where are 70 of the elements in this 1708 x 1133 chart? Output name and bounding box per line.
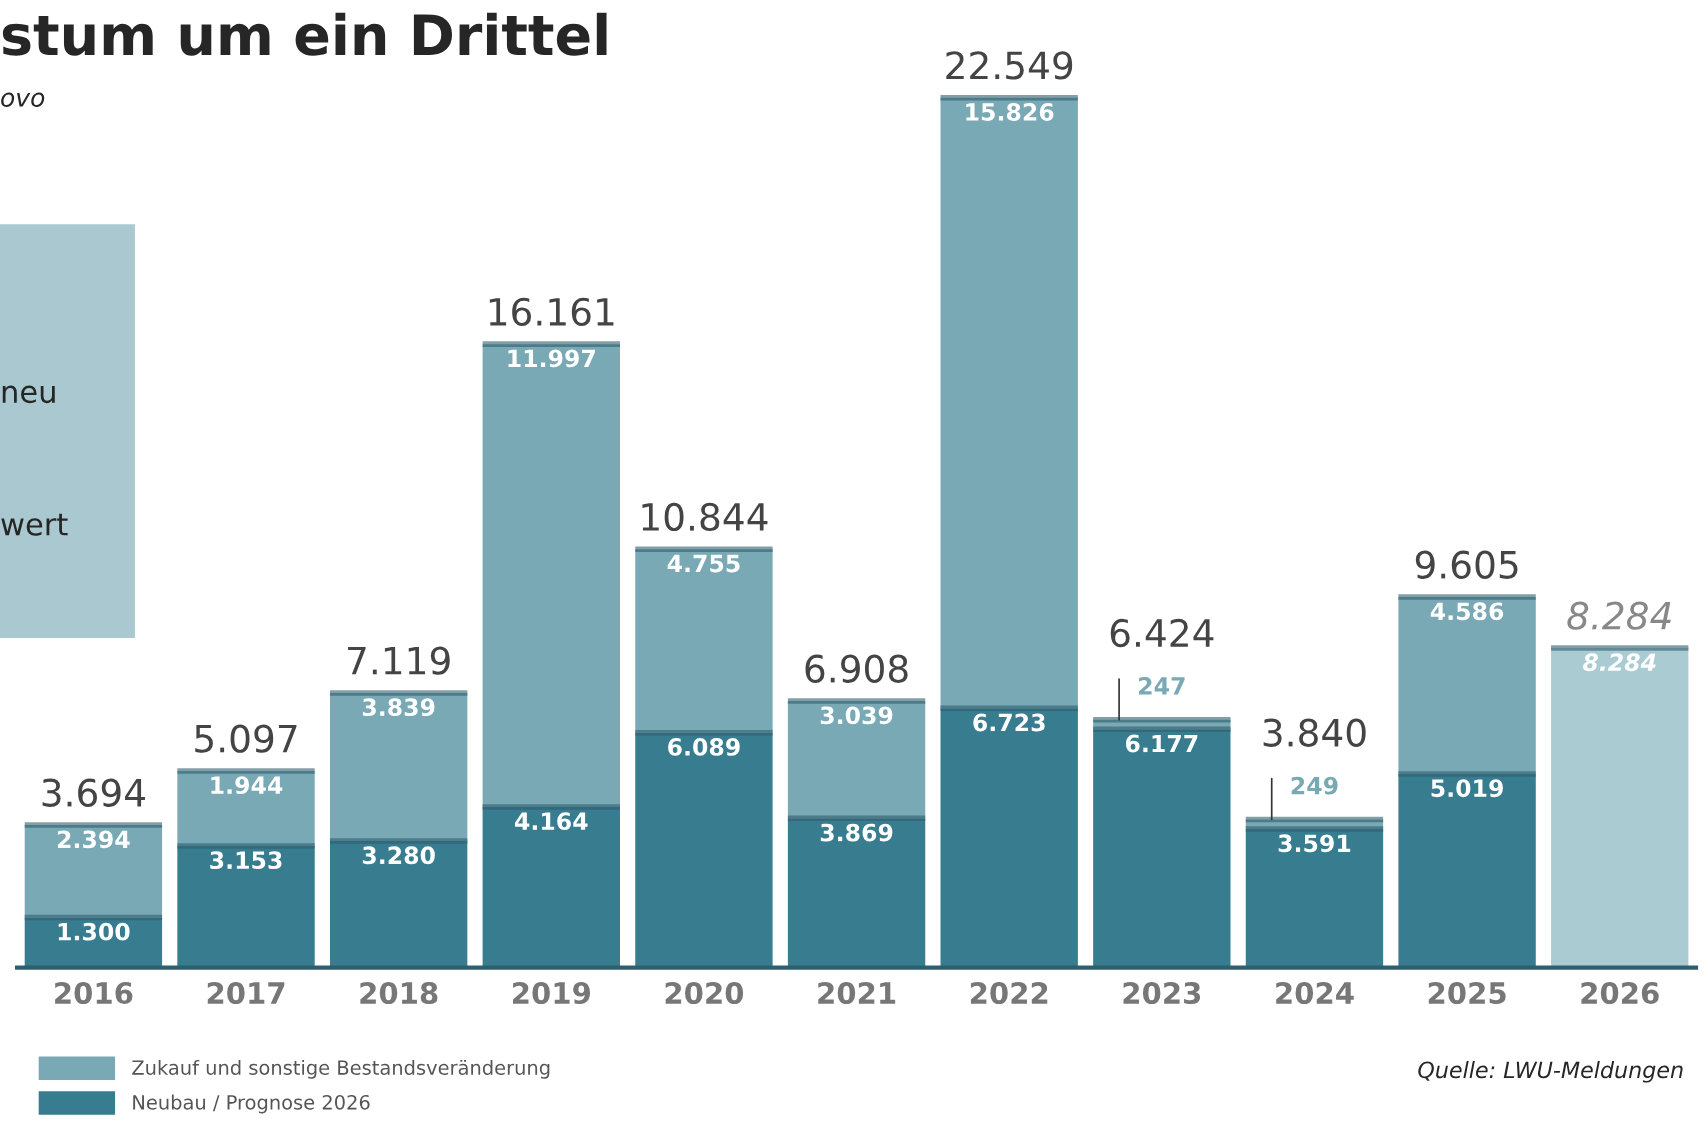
data-label: 8.284 bbox=[1582, 653, 1656, 672]
x-tick-label: 2024 bbox=[1276, 981, 1354, 1005]
bar bbox=[787, 818, 926, 968]
total-label: 8.284 bbox=[1567, 601, 1671, 630]
bar bbox=[329, 841, 468, 968]
data-label: 3.869 bbox=[820, 823, 893, 842]
legend-label: Neubau / Prognose 2026 bbox=[133, 1094, 370, 1114]
data-label: 1.944 bbox=[211, 776, 283, 795]
x-tick-label: 2019 bbox=[513, 981, 591, 1005]
data-label: 3.039 bbox=[820, 706, 893, 725]
bar bbox=[1551, 648, 1689, 968]
total-label: 16.161 bbox=[489, 297, 614, 326]
bar bbox=[1245, 829, 1384, 968]
bar bbox=[329, 692, 468, 842]
x-tick-label: 2023 bbox=[1123, 981, 1201, 1005]
data-label: 3.591 bbox=[1278, 834, 1351, 853]
x-tick-label: 2026 bbox=[1581, 981, 1659, 1005]
total-label: 3.840 bbox=[1263, 718, 1366, 747]
bar bbox=[1398, 597, 1536, 774]
annotation: wert bbox=[1, 513, 68, 536]
data-label: 11.997 bbox=[508, 349, 595, 368]
data-label: 2.394 bbox=[57, 830, 130, 849]
bar bbox=[177, 770, 315, 846]
total-label: 22.549 bbox=[946, 51, 1073, 80]
bar bbox=[24, 825, 163, 918]
data-label: 1.300 bbox=[58, 922, 130, 941]
chart-subtitle: ovo bbox=[1, 92, 45, 107]
total-label: 6.908 bbox=[805, 654, 908, 683]
x-tick-label: 2017 bbox=[207, 981, 285, 1005]
x-tick-label: 2022 bbox=[970, 981, 1048, 1005]
bar bbox=[940, 97, 1078, 709]
x-tick-label: 2018 bbox=[360, 981, 438, 1005]
bar bbox=[1245, 819, 1384, 830]
bar bbox=[635, 549, 773, 733]
data-label: 6.723 bbox=[973, 713, 1045, 732]
data-label: 4.164 bbox=[515, 812, 588, 831]
total-label: 10.844 bbox=[642, 502, 768, 532]
data-label: 3.153 bbox=[210, 851, 282, 870]
bar bbox=[177, 845, 315, 968]
x-tick-label: 2021 bbox=[818, 981, 896, 1005]
bar bbox=[1093, 729, 1231, 968]
bar bbox=[787, 701, 926, 819]
bar bbox=[1398, 773, 1536, 968]
data-label: 4.586 bbox=[1430, 602, 1504, 621]
total-label: 7.119 bbox=[348, 646, 450, 675]
data-label: 15.826 bbox=[966, 103, 1054, 121]
bar bbox=[1093, 719, 1231, 730]
data-label: 249 bbox=[1291, 776, 1338, 795]
x-tick-label: 2016 bbox=[55, 981, 133, 1005]
bar bbox=[482, 344, 620, 807]
total-label: 5.097 bbox=[195, 724, 297, 753]
annotation: neu bbox=[2, 385, 55, 404]
data-label: 247 bbox=[1139, 677, 1185, 695]
total-label: 3.694 bbox=[42, 778, 145, 807]
chart-title: stum um ein Drittel bbox=[2, 12, 607, 56]
legend-label: Zukauf und sonstige Bestandsveränderung bbox=[132, 1059, 550, 1079]
data-label: 3.280 bbox=[362, 846, 435, 865]
bar bbox=[482, 806, 620, 968]
data-label: 6.177 bbox=[1125, 734, 1198, 753]
x-tick-label: 2020 bbox=[665, 981, 744, 1005]
x-tick-label: 2025 bbox=[1428, 981, 1506, 1005]
source-note: Quelle: LWU-Meldungen bbox=[1418, 1061, 1683, 1083]
data-label: 3.839 bbox=[362, 698, 435, 717]
data-label: 6.089 bbox=[668, 738, 740, 756]
total-label: 6.424 bbox=[1110, 618, 1214, 648]
bar bbox=[940, 708, 1078, 968]
data-label: 5.019 bbox=[1431, 779, 1503, 798]
bar bbox=[635, 732, 773, 968]
total-label: 9.605 bbox=[1415, 550, 1518, 579]
data-label: 4.755 bbox=[667, 554, 740, 573]
